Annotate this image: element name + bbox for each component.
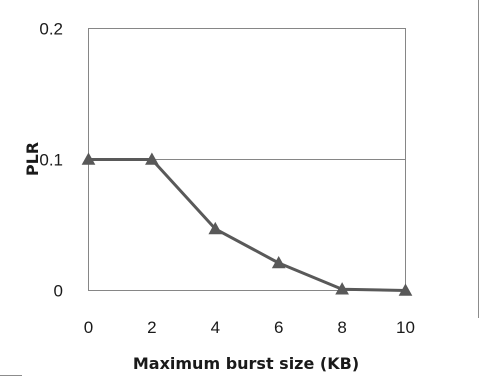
data-point-marker <box>81 152 96 165</box>
data-point-marker <box>398 283 413 296</box>
y-tick-label: 0.2 <box>39 20 63 39</box>
x-tick-label: 6 <box>274 318 283 337</box>
x-tick-label: 2 <box>147 318 156 337</box>
x-tick-label: 10 <box>396 318 415 337</box>
series-layer <box>81 152 413 296</box>
x-axis-title: Maximum burst size (KB) <box>133 354 359 373</box>
y-tick-labels: 0 0.1 0.2 <box>39 20 63 301</box>
y-tick-label: 0 <box>54 282 63 301</box>
data-point-marker <box>335 282 349 295</box>
data-point-marker <box>271 255 286 269</box>
x-tick-label: 4 <box>211 318 220 337</box>
x-tick-labels: 0 2 4 6 8 10 <box>84 318 415 337</box>
x-tick-label: 0 <box>84 318 93 337</box>
y-tick-label: 0.1 <box>39 151 63 170</box>
series-line <box>88 158 406 292</box>
data-point-marker <box>208 221 223 235</box>
data-point-marker <box>145 152 159 165</box>
y-axis-title: PLR <box>23 142 42 176</box>
x-tick-label: 8 <box>337 318 346 337</box>
